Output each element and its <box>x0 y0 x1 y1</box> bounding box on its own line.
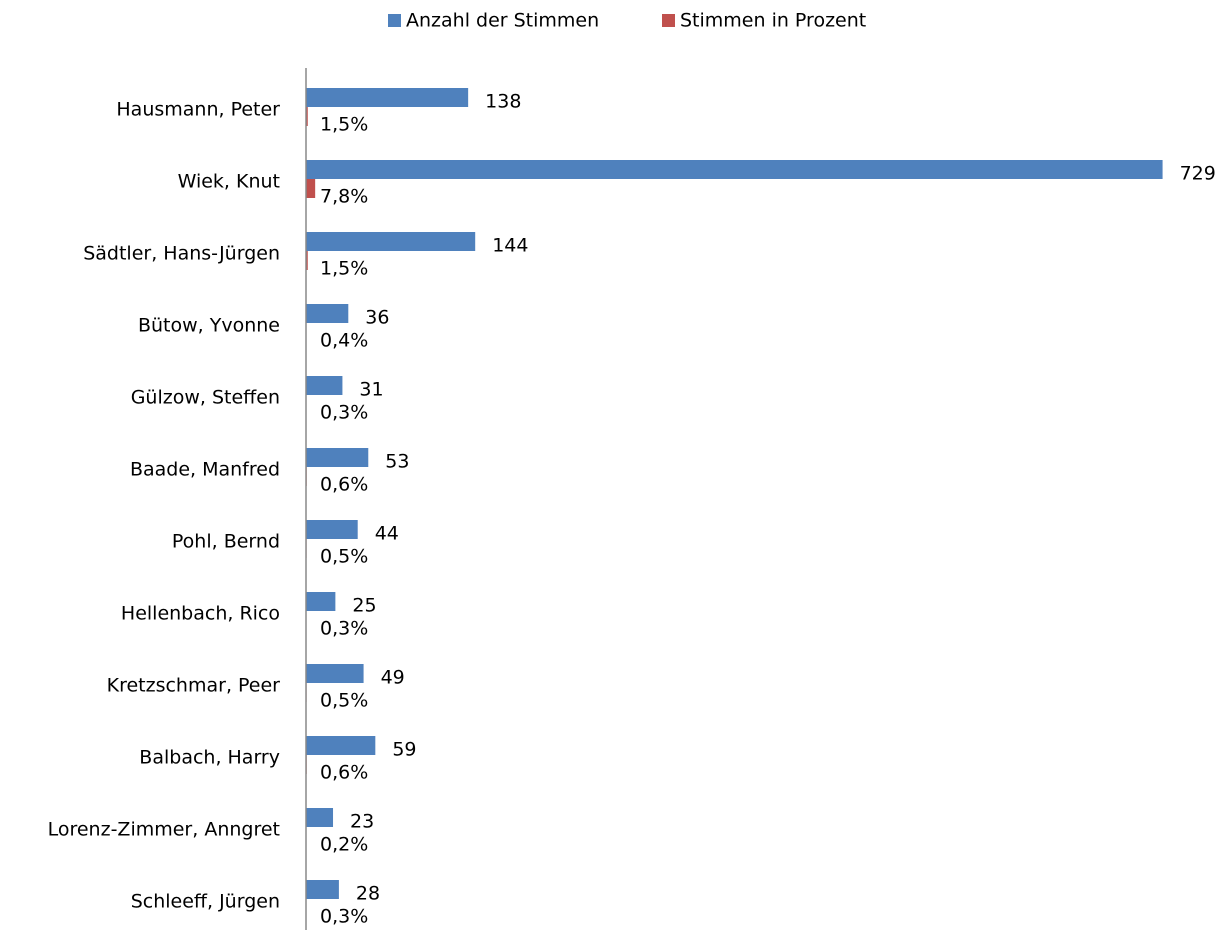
data-label: 138 <box>485 91 521 113</box>
data-label: 0,4% <box>320 330 368 352</box>
legend-label: Anzahl der Stimmen <box>406 10 599 32</box>
bar <box>306 376 343 395</box>
y-tick-label: Balbach, Harry <box>139 747 280 769</box>
bar <box>306 251 308 270</box>
data-label: 144 <box>492 235 528 257</box>
y-tick-label: Pohl, Bernd <box>172 531 280 553</box>
data-label: 0,5% <box>320 690 368 712</box>
y-tick-label: Gülzow, Steffen <box>131 387 280 409</box>
bar <box>306 107 308 126</box>
bar <box>306 88 469 107</box>
bar <box>306 664 364 683</box>
data-label: 0,3% <box>320 402 368 424</box>
data-label: 0,3% <box>320 618 368 640</box>
y-tick-label: Lorenz-Zimmer, Anngret <box>48 819 280 841</box>
data-label: 53 <box>385 451 409 473</box>
bar <box>306 232 476 251</box>
data-label: 0,2% <box>320 834 368 856</box>
bar <box>306 592 336 611</box>
bar <box>306 808 334 827</box>
data-label: 49 <box>381 667 405 689</box>
data-label: 1,5% <box>320 114 368 136</box>
data-label: 1,5% <box>320 258 368 280</box>
data-label: 23 <box>350 811 374 833</box>
data-label: 0,5% <box>320 546 368 568</box>
data-label: 28 <box>356 883 380 905</box>
data-label: 44 <box>375 523 399 545</box>
legend-label: Stimmen in Prozent <box>680 10 866 32</box>
bar <box>306 160 1163 179</box>
data-label: 0,6% <box>320 762 368 784</box>
data-label: 0,6% <box>320 474 368 496</box>
bar <box>306 448 369 467</box>
data-label: 729 <box>1180 163 1216 185</box>
legend-swatch <box>388 14 401 27</box>
data-label: 7,8% <box>320 186 368 208</box>
y-tick-label: Bütow, Yvonne <box>138 315 280 337</box>
data-label: 25 <box>352 595 376 617</box>
y-tick-label: Kretzschmar, Peer <box>107 675 281 697</box>
bar <box>306 304 349 323</box>
bar <box>306 736 376 755</box>
y-tick-label: Sädtler, Hans-Jürgen <box>83 243 280 265</box>
legend-swatch <box>662 14 675 27</box>
y-tick-label: Hellenbach, Rico <box>121 603 280 625</box>
data-label: 59 <box>392 739 416 761</box>
y-tick-label: Schleeff, Jürgen <box>131 891 280 913</box>
data-label: 36 <box>365 307 389 329</box>
data-label: 0,3% <box>320 906 368 928</box>
y-tick-label: Baade, Manfred <box>130 459 280 481</box>
y-tick-label: Hausmann, Peter <box>116 99 280 121</box>
data-label: 31 <box>359 379 383 401</box>
bar <box>306 520 358 539</box>
bar <box>306 179 316 198</box>
y-tick-label: Wiek, Knut <box>178 171 280 193</box>
bar <box>306 880 339 899</box>
